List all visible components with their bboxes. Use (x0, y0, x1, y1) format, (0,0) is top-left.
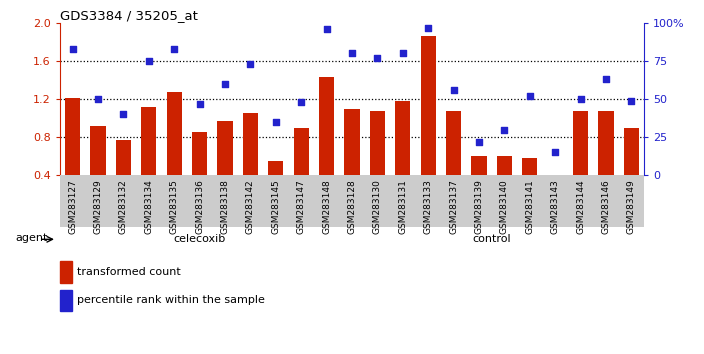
Bar (192, 132, 207, 175)
Bar (243, 113, 258, 175)
Text: GSM283130: GSM283130 (373, 179, 382, 234)
Text: GDS3384 / 35205_at: GDS3384 / 35205_at (60, 9, 198, 22)
Point (473, 139, 484, 144)
Bar (218, 121, 232, 175)
Point (499, 127, 510, 132)
Text: GSM283132: GSM283132 (119, 179, 128, 234)
Point (346, 51, 358, 56)
Point (245, 61, 256, 67)
Point (422, 25, 434, 30)
Bar (548, 175, 563, 206)
Text: percentile rank within the sample: percentile rank within the sample (77, 295, 265, 306)
Text: GSM283135: GSM283135 (170, 179, 179, 234)
Point (550, 149, 561, 155)
Text: GSM283144: GSM283144 (576, 179, 585, 234)
Text: GSM283148: GSM283148 (322, 179, 331, 234)
Text: GSM283147: GSM283147 (296, 179, 306, 234)
Point (194, 101, 205, 107)
Point (168, 46, 180, 52)
Text: GSM283129: GSM283129 (94, 179, 103, 234)
Point (321, 26, 332, 32)
Bar (395, 101, 410, 175)
Point (626, 98, 637, 103)
Point (270, 119, 282, 125)
Text: GSM283140: GSM283140 (500, 179, 509, 234)
Text: GSM283136: GSM283136 (195, 179, 204, 234)
Bar (472, 156, 486, 175)
Text: GSM283133: GSM283133 (424, 179, 433, 234)
Text: GSM283127: GSM283127 (68, 179, 77, 234)
Bar (598, 110, 614, 175)
Bar (65, 98, 80, 175)
Bar (497, 156, 512, 175)
Point (601, 76, 612, 82)
Text: GSM283145: GSM283145 (271, 179, 280, 234)
Bar (344, 109, 360, 175)
Bar (294, 128, 309, 175)
Text: GSM283138: GSM283138 (220, 179, 230, 234)
Text: GSM283141: GSM283141 (525, 179, 534, 234)
Bar (319, 77, 334, 175)
Bar (370, 112, 385, 175)
Bar (420, 36, 436, 175)
Point (92, 96, 103, 102)
Bar (90, 126, 106, 175)
Point (143, 58, 154, 64)
Bar (573, 112, 589, 175)
Text: GSM283146: GSM283146 (601, 179, 610, 234)
Point (118, 112, 129, 117)
Bar (522, 158, 537, 175)
Point (524, 93, 536, 99)
Text: GSM283131: GSM283131 (398, 179, 408, 234)
Text: transformed count: transformed count (77, 267, 181, 277)
Bar (624, 128, 639, 175)
Point (220, 81, 231, 87)
Text: celecoxib: celecoxib (173, 234, 226, 244)
Bar (167, 92, 182, 175)
Point (448, 87, 459, 93)
Point (67, 46, 78, 52)
Bar (60, 290, 72, 311)
Bar (268, 161, 284, 175)
Text: GSM283149: GSM283149 (627, 179, 636, 234)
Text: GSM283142: GSM283142 (246, 179, 255, 234)
Text: GSM283143: GSM283143 (551, 179, 560, 234)
Bar (446, 112, 461, 175)
Text: control: control (472, 234, 511, 244)
Text: GSM283139: GSM283139 (474, 179, 484, 234)
Text: agent: agent (15, 233, 47, 243)
Text: GSM283137: GSM283137 (449, 179, 458, 234)
Bar (141, 107, 156, 175)
Point (372, 55, 383, 61)
Text: GSM283134: GSM283134 (144, 179, 153, 234)
Text: GSM283128: GSM283128 (348, 179, 356, 234)
Bar (60, 261, 72, 283)
Point (397, 51, 408, 56)
Point (296, 99, 307, 105)
Point (575, 96, 586, 102)
Bar (115, 140, 131, 175)
